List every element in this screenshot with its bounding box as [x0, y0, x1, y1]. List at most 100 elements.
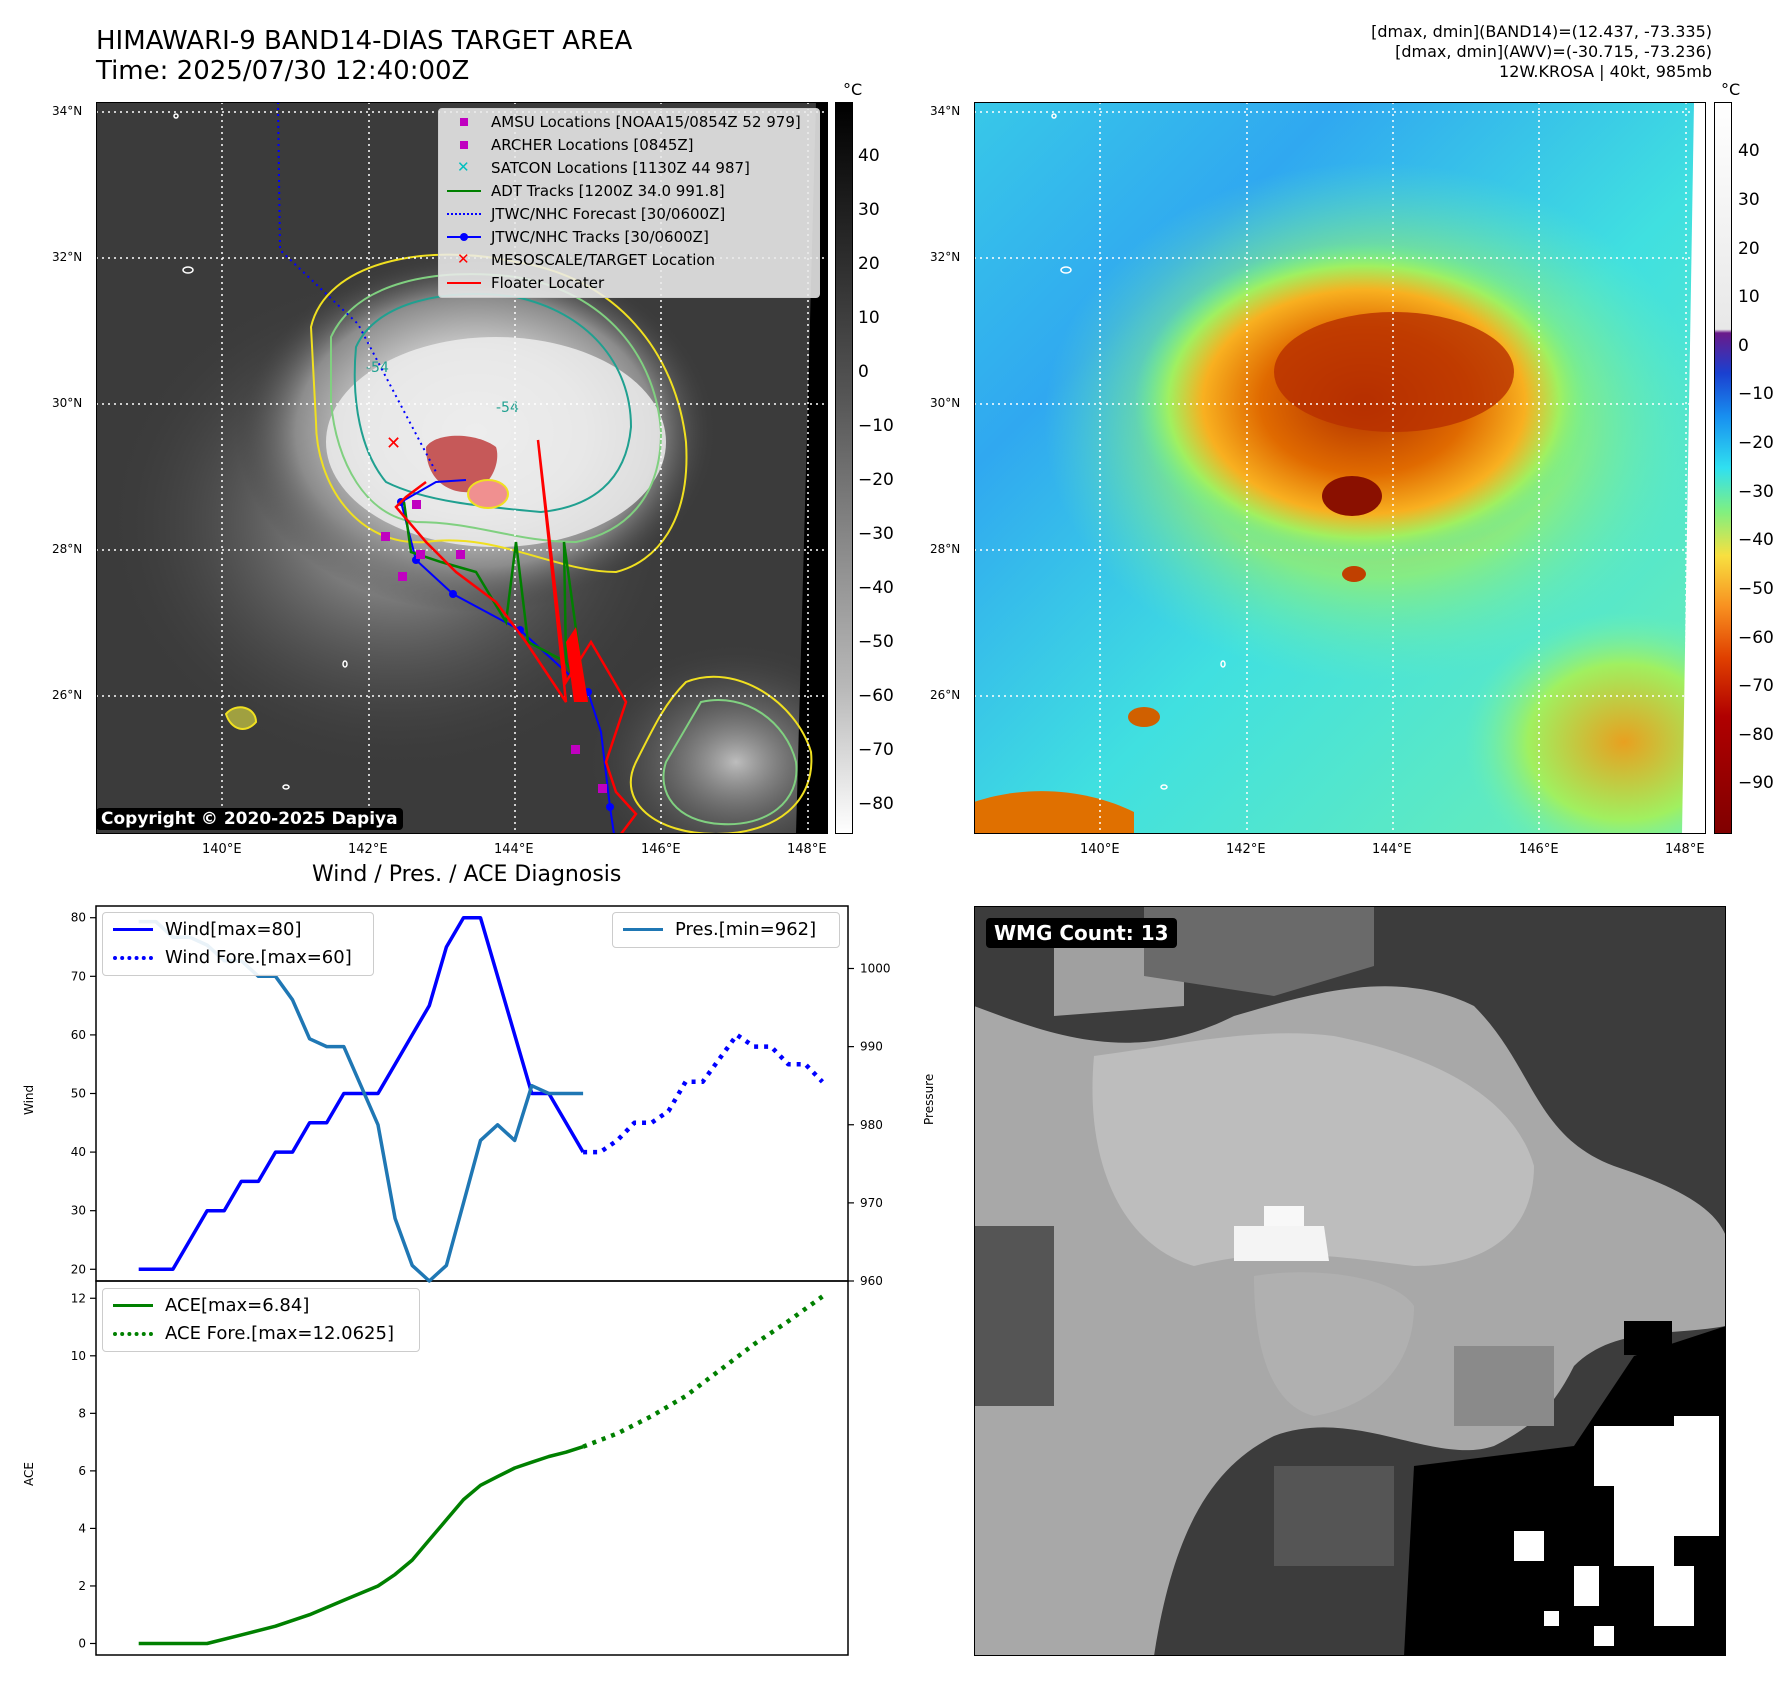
- ir-colorbar-tick: −20: [858, 470, 894, 490]
- pressure-axis-label: Pressure: [922, 1073, 936, 1125]
- legend-item-ace-fore: ACE Fore.[max=12.0625]: [111, 1320, 394, 1346]
- ir-colorbar-tick: −70: [858, 740, 894, 760]
- legend-symbol-square: [445, 134, 483, 156]
- ace-axis-tick-label: 8: [78, 1406, 86, 1420]
- ir-lat-label: 26°N: [52, 688, 83, 702]
- amsu-archer-markers: [381, 500, 607, 793]
- legend-item-wind: Wind[max=80]: [111, 916, 302, 942]
- ir-colorbar-tick: −50: [858, 632, 894, 652]
- legend-symbol-square: [445, 111, 483, 133]
- awv-colorbar-tick: −80: [1738, 725, 1774, 745]
- info-band14-range: [dmax, dmin](BAND14)=(12.437, -73.335): [1371, 22, 1712, 41]
- wmg-image: [974, 906, 1726, 1656]
- ir-colorbar-tick: −40: [858, 578, 894, 598]
- legend-item-wind-fore: Wind Fore.[max=60]: [111, 944, 352, 970]
- ir-colorbar-ticks: 40 30 20 10 0 −10 −20 −30 −40 −50 −60 −7…: [858, 0, 928, 1690]
- ir-colorbar-tick: −30: [858, 524, 894, 544]
- ir-lon-label: 146°E: [641, 842, 681, 857]
- awv-lat-label: 34°N: [930, 104, 961, 118]
- ir-lat-label: 34°N: [52, 104, 83, 118]
- legend-item-mesoscale: ✕ MESOSCALE/TARGET Location: [445, 249, 715, 271]
- copyright-badge: Copyright © 2020-2025 Dapiya: [96, 808, 403, 830]
- wind-legend: Wind[max=80] Wind Fore.[max=60]: [102, 912, 374, 976]
- awv-colorbar-tick: 40: [1738, 141, 1760, 161]
- ir-colorbar-tick: 30: [858, 200, 880, 220]
- awv-colorbar-tick: 20: [1738, 239, 1760, 259]
- awv-colorbar-tick: 30: [1738, 190, 1760, 210]
- awv-lon-label: 142°E: [1226, 842, 1266, 857]
- legend-item-satcon: ✕ SATCON Locations [1130Z 44 987]: [445, 157, 750, 179]
- ace-axis-tick-label: 4: [78, 1521, 86, 1535]
- legend-symbol-x: ✕: [457, 158, 470, 176]
- diagnosis-title: Wind / Pres. / ACE Diagnosis: [312, 862, 622, 887]
- ir-map-panel[interactable]: -54 -54: [96, 102, 828, 834]
- awv-lat-label: 28°N: [930, 542, 961, 556]
- awv-lon-label: 144°E: [1372, 842, 1412, 857]
- info-storm: 12W.KROSA | 40kt, 985mb: [1499, 62, 1712, 81]
- legend-symbol-line: [445, 272, 483, 294]
- ace-series-line: [138, 1445, 584, 1646]
- legend-item-pressure: Pres.[min=962]: [621, 916, 816, 942]
- legend-item-amsu: AMSU Locations [NOAA15/0854Z 52 979]: [445, 111, 801, 133]
- ace-forecast-line: [582, 1294, 824, 1449]
- pressure-legend: Pres.[min=962]: [612, 912, 840, 948]
- awv-map-panel[interactable]: [974, 102, 1706, 834]
- ace-axis-label: ACE: [22, 1462, 36, 1486]
- contour-label: -54: [366, 360, 389, 376]
- awv-lat-label: 26°N: [930, 688, 961, 702]
- ir-colorbar-tick: 10: [858, 308, 880, 328]
- awv-lon-label: 140°E: [1080, 842, 1120, 857]
- ace-axis-tick-label: 2: [78, 1579, 86, 1593]
- awv-colorbar-ticks: 40 30 20 10 0 −10 −20 −30 −40 −50 −60 −7…: [1738, 0, 1788, 1690]
- legend-symbol-dotted: [445, 203, 483, 225]
- adt-track-line: [402, 501, 588, 703]
- legend-label: ARCHER Locations [0845Z]: [491, 136, 694, 154]
- contour-label: -54: [496, 400, 519, 416]
- legend-symbol-line: [111, 1292, 155, 1318]
- ir-lon-label: 148°E: [787, 842, 827, 857]
- wind-axis-tick-label: 80: [71, 911, 86, 925]
- figure-time: Time: 2025/07/30 12:40:00Z: [96, 56, 470, 86]
- ir-colorbar-tick: 0: [858, 362, 869, 382]
- ir-colorbar-unit: °C: [843, 80, 863, 99]
- info-awv-range: [dmax, dmin](AWV)=(-30.715, -73.236): [1395, 42, 1712, 61]
- legend-label: AMSU Locations [NOAA15/0854Z 52 979]: [491, 113, 801, 131]
- ir-lat-label: 32°N: [52, 250, 83, 264]
- legend-label: ACE Fore.[max=12.0625]: [165, 1322, 394, 1344]
- wind-axis-tick-label: 60: [71, 1028, 86, 1042]
- legend-label: MESOSCALE/TARGET Location: [491, 251, 716, 269]
- awv-colorbar-tick: 0: [1738, 336, 1749, 356]
- legend-label: Pres.[min=962]: [675, 918, 817, 940]
- wind-axis-tick-label: 40: [71, 1145, 86, 1159]
- wind-axis-tick-label: 70: [71, 969, 86, 983]
- wind-axis-tick-label: 20: [71, 1262, 86, 1276]
- figure-title: HIMAWARI-9 BAND14-DIAS TARGET AREA: [96, 26, 633, 56]
- wind-forecast-line: [583, 1032, 825, 1155]
- legend-label: JTWC/NHC Tracks [30/0600Z]: [491, 228, 709, 246]
- jtwc-track-line: [399, 479, 615, 834]
- legend-symbol-line: [445, 180, 483, 202]
- awv-lon-label: 146°E: [1519, 842, 1559, 857]
- legend-label: SATCON Locations [1130Z 44 987]: [491, 159, 750, 177]
- wmg-frame: [974, 906, 1726, 1656]
- mesoscale-target-marker: ✕: [386, 433, 401, 454]
- ir-colorbar: [835, 102, 853, 834]
- wmg-count-badge: WMG Count: 13: [986, 918, 1177, 948]
- legend-label: JTWC/NHC Forecast [30/0600Z]: [491, 205, 726, 223]
- ace-axis-tick-label: 10: [71, 1349, 86, 1363]
- ir-lon-label: 140°E: [202, 842, 242, 857]
- awv-colorbar: [1714, 102, 1732, 834]
- legend-item-jtwc-forecast: JTWC/NHC Forecast [30/0600Z]: [445, 203, 725, 225]
- legend-label: ADT Tracks [1200Z 34.0 991.8]: [491, 182, 725, 200]
- ace-axis-tick-label: 12: [71, 1291, 86, 1305]
- awv-colorbar-tick: 10: [1738, 287, 1760, 307]
- legend-symbol-x: ✕: [457, 250, 470, 268]
- ir-lon-label: 144°E: [494, 842, 534, 857]
- wind-axis-label: Wind: [22, 1084, 36, 1115]
- awv-lon-label: 148°E: [1665, 842, 1705, 857]
- ir-map-frame: [96, 102, 828, 834]
- awv-colorbar-tick: −30: [1738, 482, 1774, 502]
- wmg-panel[interactable]: WMG Count: 13: [974, 906, 1726, 1656]
- legend-item-floater: Floater Locater: [445, 272, 604, 294]
- ir-lon-label: 142°E: [348, 842, 388, 857]
